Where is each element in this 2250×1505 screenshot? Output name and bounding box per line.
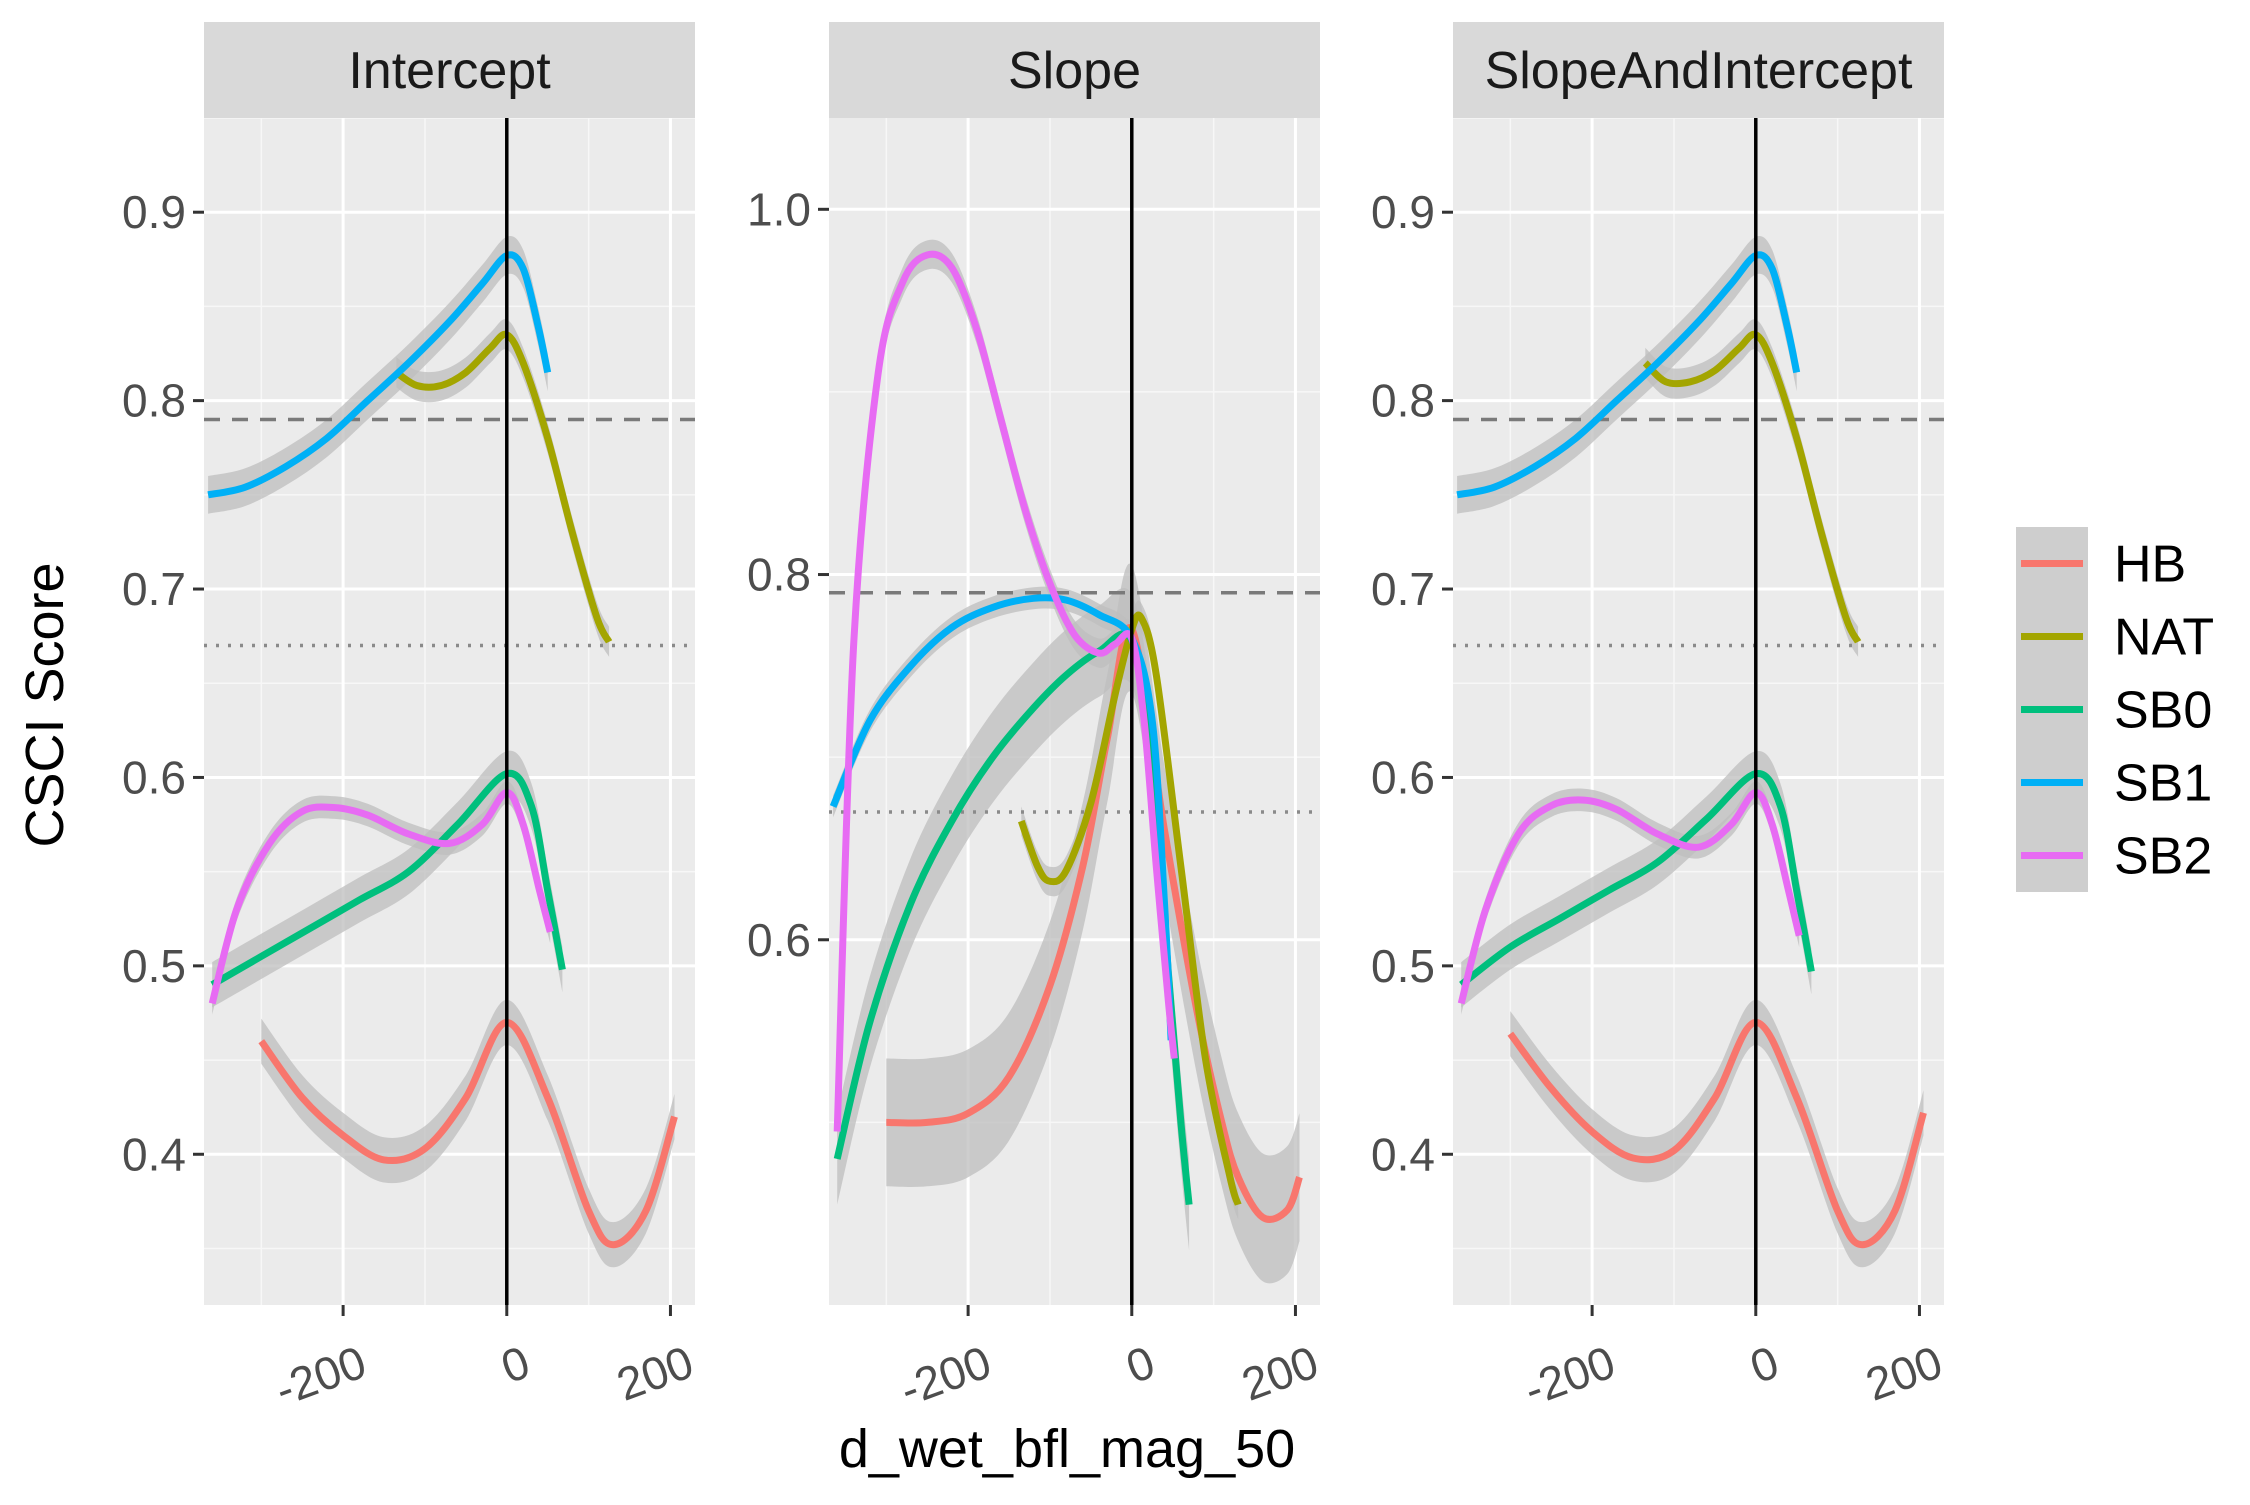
facet-strip-label: Slope — [1008, 42, 1141, 100]
facet-panel-slope: Slope 0.6 0.8 1.0 -200 0 200 — [747, 22, 1325, 1416]
y-tick-label: 0.6 — [747, 914, 811, 966]
legend-label-sb0: SB0 — [2114, 682, 2212, 740]
x-tick-label: 200 — [1235, 1336, 1325, 1411]
legend-item-sb2: SB2 — [2016, 819, 2212, 892]
y-tick-label: 0.8 — [122, 375, 186, 427]
y-tick-label: 0.8 — [1371, 375, 1435, 427]
series-line-sb0 — [210, 769, 566, 988]
x-tick-label: 0 — [494, 1336, 536, 1394]
series-line-hb — [258, 1018, 678, 1249]
legend: HB NAT SB0 SB1 SB2 — [2016, 527, 2214, 892]
series-line-sb1 — [829, 594, 1175, 1041]
series-line-nat — [1642, 330, 1862, 644]
facet-strip — [1453, 22, 1944, 118]
x-tick-label: 0 — [1119, 1336, 1161, 1394]
legend-item-nat: NAT — [2016, 600, 2214, 673]
series-line-nat — [394, 330, 613, 644]
x-axis-title: d_wet_bfl_mag_50 — [839, 1419, 1295, 1479]
facet-strip — [204, 22, 695, 118]
facet-strip — [829, 22, 1320, 118]
series-line-sb0 — [1459, 770, 1815, 988]
series-line-hb — [1507, 1018, 1927, 1249]
confidence-ribbon-sb0 — [212, 750, 563, 1008]
y-tick-label: 0.7 — [1371, 563, 1435, 615]
y-tick-label: 1.0 — [747, 183, 811, 235]
y-tick-label: 0.9 — [122, 186, 186, 238]
plot-area — [1453, 118, 1944, 1305]
y-tick-label: 0.6 — [1371, 751, 1435, 803]
x-tick-label: -200 — [268, 1336, 372, 1416]
y-tick-label: 0.8 — [747, 549, 811, 601]
series-line-sb1 — [207, 251, 552, 499]
y-tick-label: 0.9 — [1371, 186, 1435, 238]
plot-area — [829, 118, 1320, 1305]
facet-strip-label: Intercept — [348, 42, 551, 100]
legend-item-hb: HB — [2016, 527, 2186, 600]
x-tick-label: -200 — [893, 1336, 997, 1416]
y-tick-label: 0.5 — [1371, 940, 1435, 992]
y-tick-label: 0.6 — [122, 751, 186, 803]
y-tick-label: 0.4 — [1371, 1128, 1435, 1180]
legend-item-sb1: SB1 — [2016, 746, 2212, 819]
legend-item-sb0: SB0 — [2016, 673, 2212, 746]
facet-panel-intercept: Intercept 0.4 0.5 0.6 0.7 0.8 0.9 -200 0 200 — [122, 22, 700, 1416]
x-tick-label: 0 — [1743, 1336, 1785, 1394]
facet-strip-label: SlopeAndIntercept — [1485, 42, 1913, 100]
legend-label-hb: HB — [2114, 536, 2186, 594]
series-line-sb2 — [833, 250, 1178, 1132]
series-line-nat — [1017, 611, 1242, 1206]
y-tick-label: 0.7 — [122, 563, 186, 615]
x-tick-label: 200 — [1859, 1336, 1949, 1411]
x-tick-label: -200 — [1517, 1336, 1621, 1416]
y-axis-title: CSCI Score — [15, 562, 75, 847]
series-line-sb2 — [208, 789, 554, 1005]
series-line-sb1 — [1456, 251, 1801, 499]
legend-label-sb1: SB1 — [2114, 755, 2212, 813]
legend-label-sb2: SB2 — [2114, 828, 2212, 886]
series-line-sb2 — [1457, 789, 1803, 1005]
facet-panel-slopeandintercept: SlopeAndIntercept 0.4 0.5 0.6 0.7 0.8 0.9 -200 0… — [1371, 22, 1949, 1416]
legend-label-nat: NAT — [2114, 609, 2214, 667]
y-tick-label: 0.5 — [122, 940, 186, 992]
y-tick-label: 0.4 — [122, 1128, 186, 1180]
x-tick-label: 200 — [610, 1336, 700, 1411]
plot-area — [204, 118, 695, 1305]
